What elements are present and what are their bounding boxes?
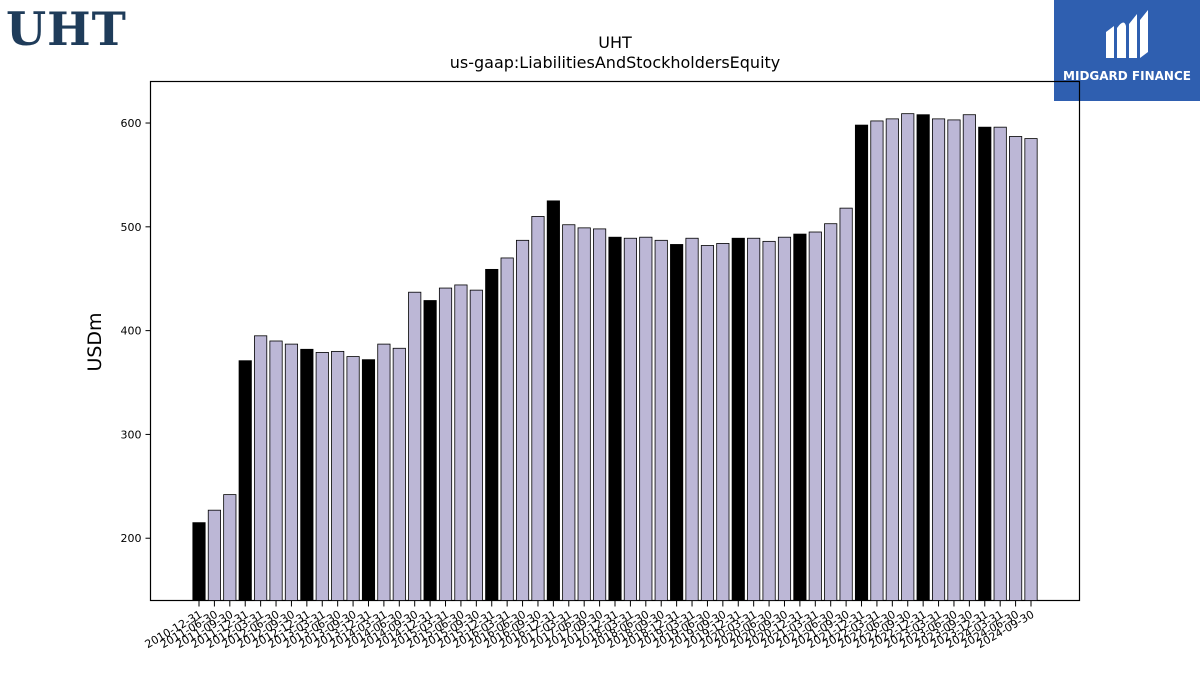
bar — [284, 343, 299, 601]
ticker-logo: UHT — [6, 2, 127, 56]
bar — [531, 216, 545, 601]
bar — [854, 124, 869, 601]
y-tick-label: 600 — [121, 117, 142, 130]
bar — [777, 236, 792, 601]
bar — [731, 237, 745, 601]
bar — [870, 120, 884, 601]
bar — [392, 347, 406, 601]
bar — [916, 114, 930, 601]
bar — [993, 126, 1007, 601]
bar — [808, 231, 822, 601]
bar — [438, 287, 453, 601]
bar — [485, 268, 499, 601]
y-axis: 200 300 400 500 600 — [121, 117, 151, 545]
bar — [654, 239, 668, 601]
bar — [901, 113, 915, 601]
bar — [408, 291, 422, 601]
y-tick-label: 200 — [121, 532, 142, 545]
brand-name: MIDGARD FINANCE — [1063, 69, 1191, 83]
bar — [685, 237, 699, 601]
bar — [223, 494, 237, 601]
bar — [639, 236, 653, 601]
bar — [254, 335, 268, 601]
bar — [500, 257, 514, 601]
y-tick-label: 400 — [121, 325, 142, 338]
bar — [885, 118, 899, 601]
bar — [962, 114, 976, 601]
y-axis-label: USDm — [84, 312, 106, 371]
brand-logo: MIDGARD FINANCE — [1054, 0, 1200, 101]
bar — [793, 233, 807, 601]
bar — [700, 245, 715, 601]
bar — [1009, 136, 1023, 601]
bar — [377, 343, 391, 601]
bar — [300, 348, 314, 601]
bar — [469, 289, 483, 601]
brand-mark-icon — [1106, 10, 1148, 59]
bar — [192, 522, 206, 601]
bar — [608, 236, 622, 601]
bar — [361, 359, 376, 601]
bar — [546, 200, 560, 601]
bar — [346, 356, 360, 601]
bar — [623, 237, 637, 601]
bar — [747, 237, 761, 601]
bar — [670, 244, 684, 601]
x-axis: 2010-12-312011-06-302011-09-302011-12-31… — [143, 600, 1037, 651]
bar — [839, 207, 853, 601]
bar — [315, 352, 329, 601]
bar — [1024, 138, 1038, 601]
chart-subtitle: us-gaap:LiabilitiesAndStockholdersEquity — [450, 53, 781, 72]
bar — [269, 340, 283, 601]
bar — [331, 350, 345, 601]
bar — [931, 118, 946, 601]
bar — [824, 223, 838, 601]
y-tick-label: 300 — [121, 428, 142, 441]
bar — [207, 509, 221, 601]
bar — [238, 360, 252, 601]
bar — [947, 119, 961, 601]
chart-title: UHT — [598, 33, 632, 52]
bar — [454, 284, 468, 601]
y-tick-label: 500 — [121, 221, 142, 234]
bar — [423, 300, 437, 601]
bar — [762, 240, 776, 601]
bar — [716, 243, 730, 601]
bar — [562, 224, 576, 601]
bar — [978, 126, 992, 601]
bars-group — [192, 113, 1038, 601]
bar — [577, 227, 591, 601]
bar — [593, 228, 607, 601]
bar — [515, 239, 530, 601]
